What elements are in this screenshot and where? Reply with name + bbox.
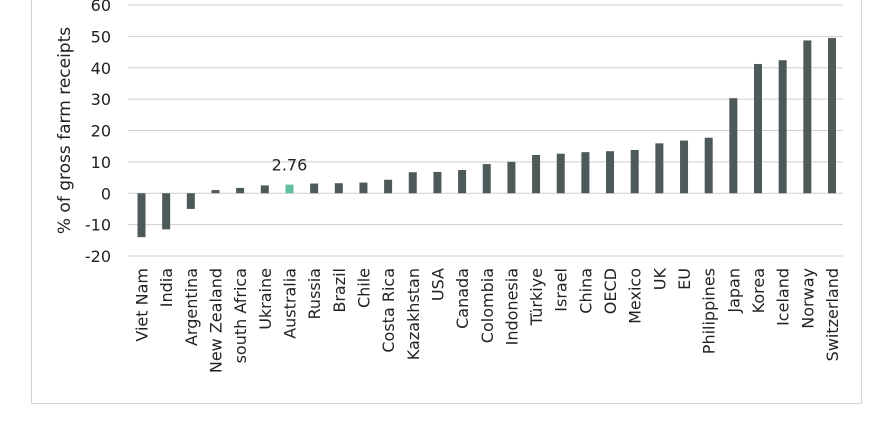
bar-korea xyxy=(754,63,763,194)
x-tick-label: Canada xyxy=(453,268,472,329)
x-tick-label: Argentina xyxy=(182,268,201,346)
x-tick-label: Japan xyxy=(724,268,743,314)
bar-iceland xyxy=(778,60,787,194)
x-tick-label: Iceland xyxy=(774,268,793,326)
bar-china xyxy=(581,152,590,194)
x-tick-label: Switzerland xyxy=(823,268,842,361)
y-tick-label: 30 xyxy=(91,90,111,109)
bar-mexico xyxy=(630,149,639,194)
y-tick-label: -20 xyxy=(85,247,111,266)
bar-south-africa xyxy=(236,187,245,194)
x-tick-label: Korea xyxy=(749,268,768,313)
x-tick-label: Viet Nam xyxy=(133,268,152,342)
y-tick-label: 0 xyxy=(101,184,111,203)
y-tick-label: 50 xyxy=(91,27,111,46)
bar-uk xyxy=(655,143,664,194)
bar-philippines xyxy=(704,137,713,194)
bar-viet-nam xyxy=(137,193,146,238)
y-axis-label: % of gross farm receipts xyxy=(55,27,75,234)
bar-indonesia xyxy=(507,161,516,194)
x-tick-label: India xyxy=(157,268,176,307)
bar-canada xyxy=(458,170,467,194)
y-tick-label: 40 xyxy=(91,59,111,78)
y-tick-label: 20 xyxy=(91,122,111,141)
x-tick-label: Costa Rica xyxy=(379,268,398,353)
bar-colombia xyxy=(482,164,491,194)
bar-kazakhstan xyxy=(408,172,417,194)
x-tick-label: Türkiye xyxy=(527,268,546,326)
x-tick-label: Philippines xyxy=(700,268,719,354)
bar-t-rkiye xyxy=(532,154,541,194)
x-tick-label: EU xyxy=(675,268,694,290)
x-tick-label: China xyxy=(576,268,595,314)
x-tick-label: Mexico xyxy=(626,268,645,324)
x-tick-label: UK xyxy=(650,267,669,290)
x-tick-label: Israel xyxy=(552,268,571,312)
x-tick-label: south Africa xyxy=(231,268,250,363)
y-tick-label: -10 xyxy=(85,216,111,235)
x-tick-label: Brazil xyxy=(330,268,349,313)
bar-israel xyxy=(556,153,565,194)
bar-costa-rica xyxy=(384,179,393,194)
bar-ukraine xyxy=(260,185,269,194)
bar-russia xyxy=(310,183,319,194)
bar-japan xyxy=(729,98,738,194)
x-tick-label: Norway xyxy=(798,268,817,329)
x-tick-label: Australia xyxy=(280,268,299,339)
bar-australia xyxy=(285,184,294,194)
bar-norway xyxy=(803,40,812,194)
bar-new-zealand xyxy=(211,190,220,194)
data-label: 2.76 xyxy=(272,156,308,175)
bar-brazil xyxy=(334,183,343,194)
x-tick-label: New Zealand xyxy=(206,268,225,373)
bar-eu xyxy=(680,140,689,194)
x-tick-label: Kazakhstan xyxy=(404,268,423,360)
x-tick-label: USA xyxy=(428,268,447,301)
x-tick-label: Ukraine xyxy=(256,268,275,330)
x-tick-label: Russia xyxy=(305,268,324,319)
bar-oecd xyxy=(606,151,615,194)
x-tick-label: OECD xyxy=(601,268,620,314)
bar-usa xyxy=(433,171,442,194)
y-tick-label: 10 xyxy=(91,153,111,172)
bar-argentina xyxy=(186,193,195,209)
bar-india xyxy=(162,193,171,230)
bar-switzerland xyxy=(828,37,836,194)
x-tick-label: Chile xyxy=(354,268,373,308)
bar-chile xyxy=(359,182,368,194)
y-tick-label: 60 xyxy=(91,0,111,15)
x-tick-label: Indonesia xyxy=(502,268,521,345)
x-tick-label: Colombia xyxy=(478,268,497,343)
